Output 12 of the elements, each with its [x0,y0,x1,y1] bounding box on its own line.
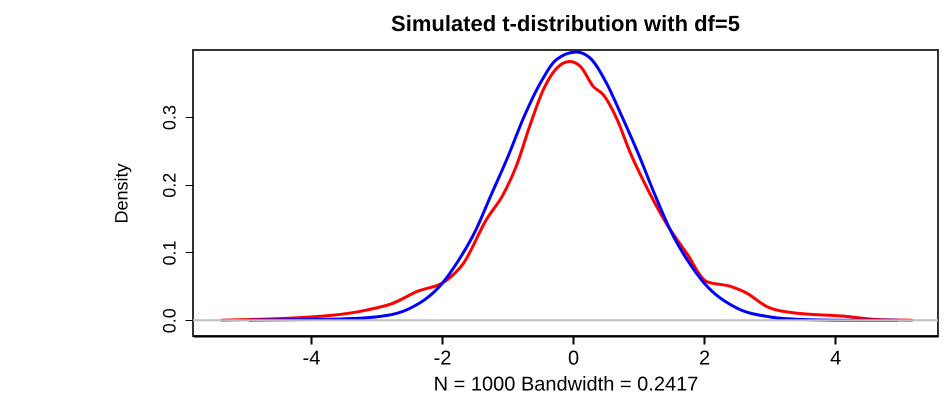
y-tick-label: 0.3 [160,105,180,130]
y-tick-label: 0.2 [160,172,180,198]
y-axis-title: Density [112,163,132,224]
y-tick-label: 0.0 [160,308,180,334]
x-tick-label: 0 [568,348,580,370]
chart-title: Simulated t-distribution with df=5 [391,11,740,36]
x-tick-label: 2 [699,348,710,370]
x-tick-label: -4 [302,348,320,370]
x-tick-label: 4 [830,348,842,370]
x-axis-title: N = 1000 Bandwidth = 0.2417 [434,374,698,396]
y-tick-label: 0.1 [160,240,180,266]
x-tick-label: -2 [434,348,452,370]
